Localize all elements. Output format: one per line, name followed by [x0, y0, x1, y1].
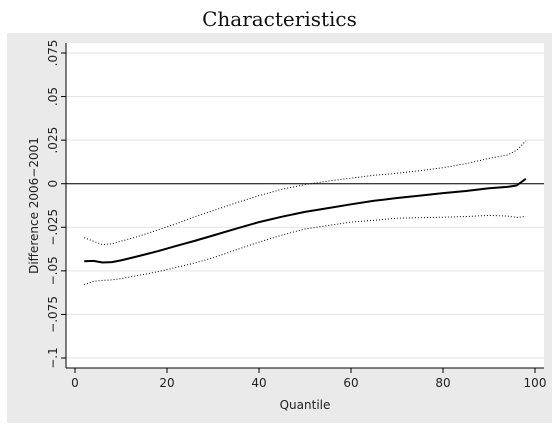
- y-axis-title: Difference 2006−2001: [27, 137, 41, 274]
- y-tick-label: .05: [46, 87, 60, 106]
- plot-area: [66, 43, 544, 368]
- confidence-band-line-2: [84, 214, 526, 286]
- y-tick-label: −.1: [46, 347, 60, 369]
- y-tick-label: −.025: [46, 209, 60, 246]
- y-ticks: −.1 −.075 −.05 −.025 0 .025 .05 .075: [46, 40, 66, 369]
- series-layer: [84, 140, 527, 286]
- chart-title: Characteristics: [202, 7, 357, 31]
- x-tick-label: 80: [435, 376, 450, 390]
- y-tick-label: −.05: [46, 256, 60, 285]
- x-tick-label: 0: [71, 376, 79, 390]
- y-tick-label: 0: [46, 180, 60, 188]
- estimate-line: [84, 177, 527, 264]
- y-tick-label: −.075: [46, 296, 60, 333]
- y-tick-label: .025: [46, 127, 60, 154]
- x-axis-title: Quantile: [280, 398, 331, 412]
- x-tick-label: 100: [524, 376, 547, 390]
- x-tick-label: 20: [159, 376, 174, 390]
- y-tick-label: .075: [46, 40, 60, 67]
- x-tick-label: 60: [343, 376, 358, 390]
- confidence-band-line-1: [84, 140, 527, 246]
- x-tick-label: 40: [251, 376, 266, 390]
- x-ticks: 0 20 40 60 80 100: [71, 368, 546, 390]
